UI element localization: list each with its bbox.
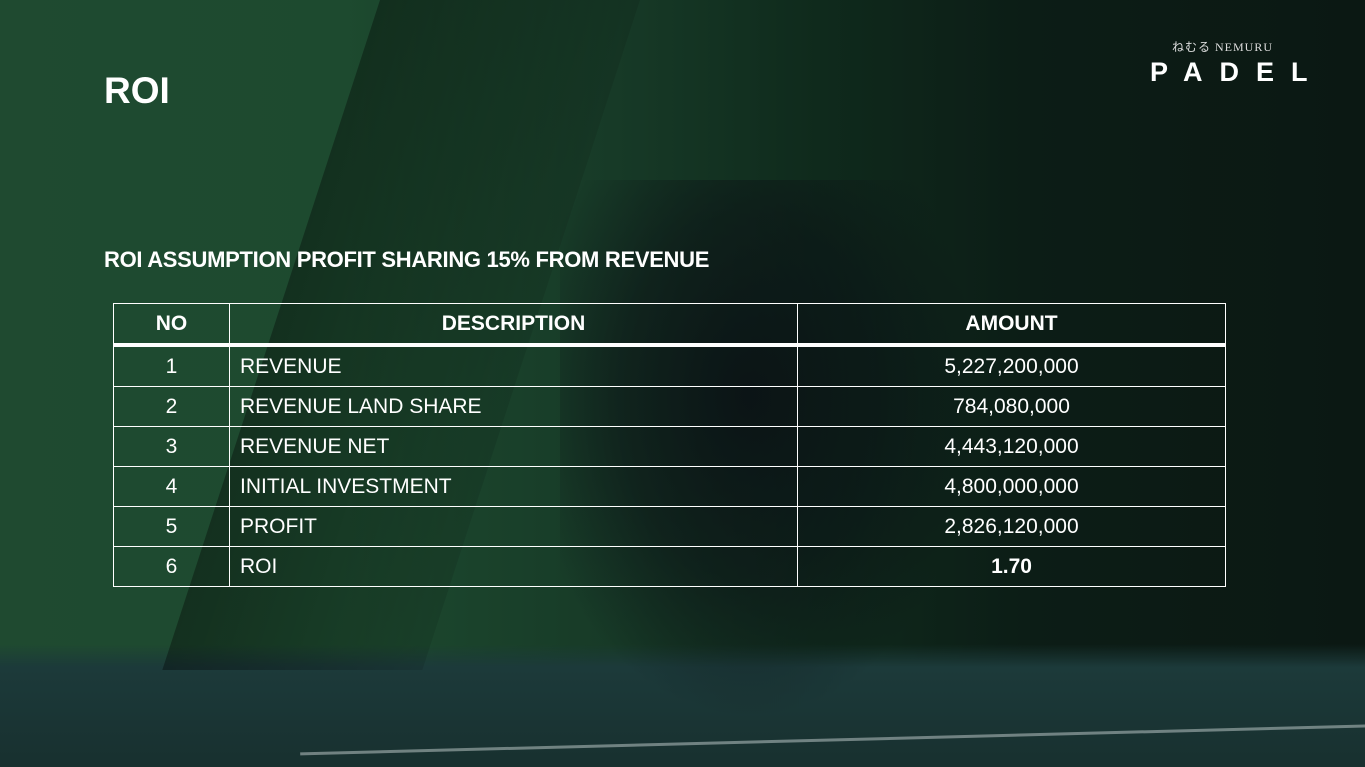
cell-no: 5 — [113, 506, 230, 547]
cell-no: 2 — [113, 386, 230, 427]
logo-main: PADEL — [1150, 57, 1325, 87]
table-row: 6 ROI 1.70 — [113, 546, 1226, 587]
table-row: 1 REVENUE 5,227,200,000 — [113, 344, 1226, 387]
cell-no: 1 — [113, 344, 230, 387]
court-line — [300, 723, 1365, 756]
logo: ねむる NEMURU PADEL — [1140, 38, 1325, 88]
slide-title: ROI — [104, 70, 170, 111]
table-row: 5 PROFIT 2,826,120,000 — [113, 506, 1226, 547]
logo-sub: ねむる NEMURU — [1171, 40, 1273, 54]
cell-description: INITIAL INVESTMENT — [229, 466, 798, 507]
cell-description: PROFIT — [229, 506, 798, 547]
table-row: 3 REVENUE NET 4,443,120,000 — [113, 426, 1226, 467]
header-description: DESCRIPTION — [229, 303, 798, 347]
cell-description: REVENUE NET — [229, 426, 798, 467]
cell-description: REVENUE LAND SHARE — [229, 386, 798, 427]
table-row: 4 INITIAL INVESTMENT 4,800,000,000 — [113, 466, 1226, 507]
slide-subtitle: ROI ASSUMPTION PROFIT SHARING 15% FROM R… — [104, 247, 710, 272]
cell-description: ROI — [229, 546, 798, 587]
cell-amount: 4,443,120,000 — [797, 426, 1226, 467]
cell-amount: 1.70 — [797, 546, 1226, 587]
table-row: 2 REVENUE LAND SHARE 784,080,000 — [113, 386, 1226, 427]
cell-description: REVENUE — [229, 344, 798, 387]
roi-table: NO DESCRIPTION AMOUNT 1 REVENUE 5,227,200,… — [113, 303, 1226, 587]
cell-amount: 5,227,200,000 — [797, 344, 1226, 387]
cell-amount: 2,826,120,000 — [797, 506, 1226, 547]
header-amount: AMOUNT — [797, 303, 1226, 347]
cell-amount: 784,080,000 — [797, 386, 1226, 427]
cell-no: 3 — [113, 426, 230, 467]
cell-no: 4 — [113, 466, 230, 507]
header-no: NO — [113, 303, 230, 347]
cell-amount: 4,800,000,000 — [797, 466, 1226, 507]
table-header: NO DESCRIPTION AMOUNT — [113, 303, 1226, 347]
cell-no: 6 — [113, 546, 230, 587]
